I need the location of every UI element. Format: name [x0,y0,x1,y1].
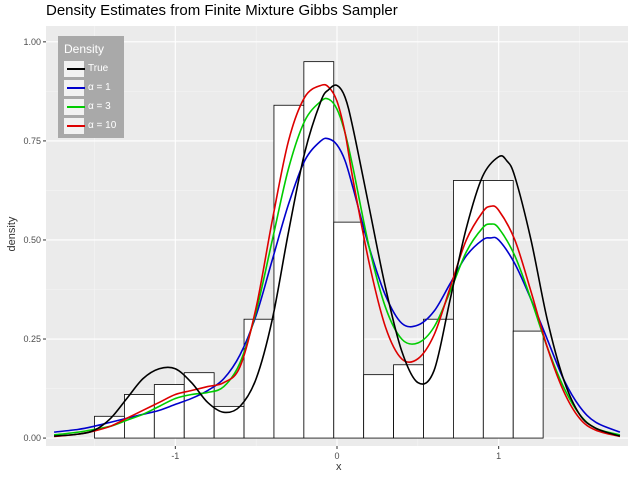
y-tick-label: 1.00 [23,37,41,47]
legend-swatch-alpha-3 [67,106,85,108]
series-line-alpha-1 [53,137,621,433]
histogram-bar [423,318,454,439]
series-line-alpha-10 [54,83,621,438]
y-tick-label: 0.50 [23,235,41,245]
histogram-bar [512,330,544,439]
series-line-alpha-3 [53,97,621,436]
legend-label-alpha-10: α = 10 [88,120,117,131]
legend-item-true: True [62,60,122,78]
legend: Density True α = 1 α = 3 α = 10 [58,36,124,138]
y-tick-label: 0.00 [23,433,41,443]
histogram-bar [363,374,394,439]
x-tick-label: -1 [171,451,179,461]
series-line-true [54,84,621,437]
x-axis-label: x [336,461,342,473]
legend-key [64,118,85,134]
histogram-bar [183,372,215,439]
y-axis-label: density [6,216,18,252]
legend-key [64,61,85,77]
legend-label-alpha-3: α = 3 [88,101,111,112]
chart-title: Density Estimates from Finite Mixture Gi… [46,2,398,19]
legend-item-alpha-3: α = 3 [62,98,122,116]
legend-item-alpha-1: α = 1 [62,79,122,97]
axes: -1 0 1 0.00 0.25 0.50 0.75 1.00 [23,37,501,461]
x-tick-label: 1 [496,451,501,461]
legend-item-alpha-10: α = 10 [62,117,122,135]
legend-label-alpha-1: α = 1 [88,82,111,93]
histogram-bar [273,104,305,439]
legend-title: Density [64,42,105,56]
histogram-bar [303,61,335,439]
legend-swatch-true [67,68,85,70]
legend-label-true: True [88,63,109,74]
histogram-bar [482,180,514,439]
legend-swatch-alpha-1 [67,87,85,89]
legend-swatch-alpha-10 [67,125,85,127]
legend-key [64,99,85,115]
x-tick-label: 0 [334,451,339,461]
histogram [94,61,544,439]
legend-key [64,80,85,96]
histogram-bar [333,221,365,439]
y-tick-label: 0.25 [23,334,41,344]
density-curves [53,83,621,438]
histogram-bar [393,364,424,439]
y-tick-label: 0.75 [23,136,41,146]
